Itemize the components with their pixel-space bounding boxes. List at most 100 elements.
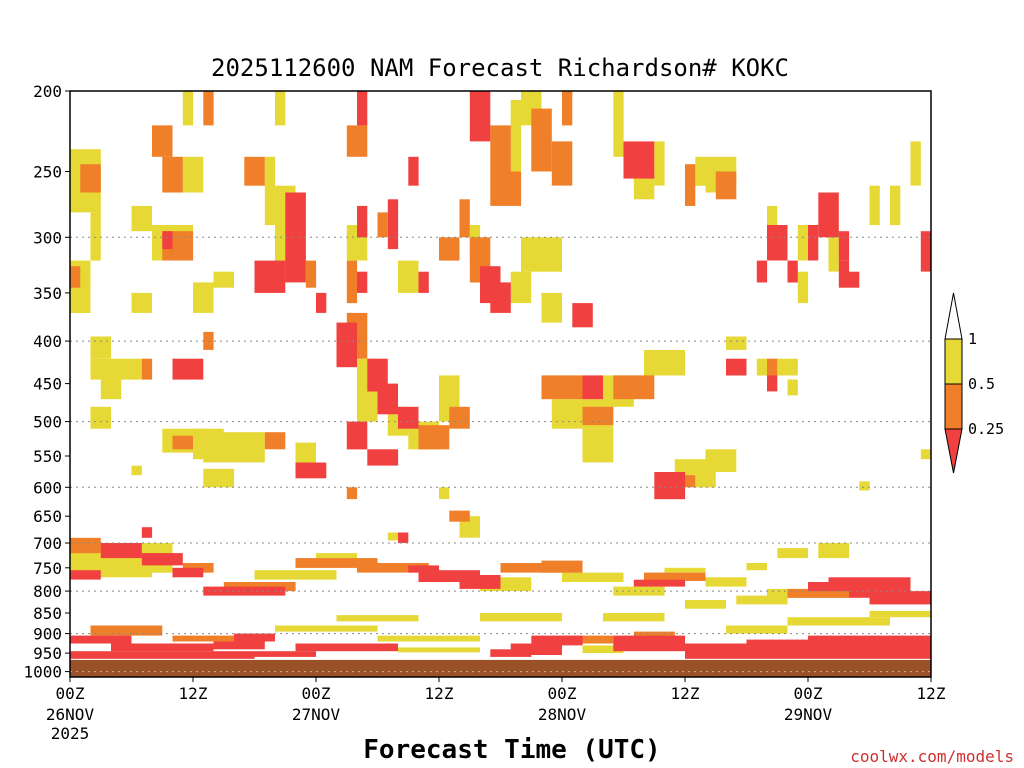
heatmap-cell	[367, 358, 388, 392]
heatmap-cell	[141, 358, 153, 380]
heatmap-cell	[685, 164, 696, 206]
heatmap-cell	[449, 510, 470, 522]
heatmap-cell	[70, 635, 132, 644]
y-tick-label: 750	[33, 559, 62, 578]
heatmap-cell	[828, 577, 911, 589]
heatmap-cell	[551, 141, 573, 186]
y-tick-label: 700	[33, 534, 62, 553]
heatmap-cell	[213, 641, 265, 650]
heatmap-cell	[244, 156, 265, 186]
ground-area	[70, 659, 931, 677]
heatmap-cell	[162, 231, 173, 250]
heatmap-cell	[715, 171, 737, 200]
heatmap-cell	[838, 231, 850, 261]
heatmap-cell	[418, 425, 450, 450]
heatmap-cell	[203, 468, 235, 488]
y-tick-label: 950	[33, 644, 62, 663]
heatmap-cell	[70, 266, 81, 288]
heatmap-cell	[562, 91, 573, 126]
ground-layer	[70, 659, 931, 677]
heatmap-cell	[705, 577, 747, 587]
x-tick-date: 29NOV	[784, 705, 833, 724]
heatmap-cell	[295, 558, 378, 568]
heatmap-cell	[726, 625, 788, 634]
heatmap-cell	[469, 91, 491, 142]
heatmap-cell	[418, 570, 480, 582]
heatmap-cell	[910, 141, 921, 186]
heatmap-cell	[726, 336, 747, 350]
x-tick-label: 12Z	[425, 684, 454, 703]
heatmap-cell	[541, 560, 583, 573]
heatmap-cell	[223, 582, 296, 592]
heatmap-cell	[70, 651, 255, 659]
heatmap-cell	[295, 462, 327, 479]
heatmap-cell	[808, 635, 931, 642]
heatmap-cell	[377, 212, 388, 238]
heatmap-cell	[695, 156, 706, 186]
heatmap-cell	[500, 563, 562, 573]
heatmap-cell	[203, 432, 265, 463]
heatmap-cell	[541, 292, 562, 323]
colorbar-label-0-5: 0.5	[968, 375, 995, 393]
heatmap-cell	[70, 570, 101, 580]
heatmap-cell	[439, 487, 450, 500]
heatmap-cell	[818, 543, 850, 559]
heatmap-cell	[654, 141, 665, 186]
heatmap-cell	[131, 205, 152, 232]
heatmap-cell	[162, 156, 183, 193]
heatmap-cell	[869, 610, 931, 618]
heatmap-cell	[254, 260, 286, 293]
heatmap-cell	[736, 595, 788, 605]
heatmap-cell	[141, 527, 153, 538]
y-tick-label: 800	[33, 582, 62, 601]
heatmap-cell	[531, 108, 552, 172]
heatmap-cell	[398, 647, 480, 653]
y-tick-label: 1000	[23, 663, 62, 682]
heatmap-cell	[767, 205, 778, 238]
heatmap-cell	[838, 260, 850, 288]
heatmap-cell	[726, 156, 737, 186]
heatmap-cell	[531, 635, 583, 646]
heatmap-cell	[285, 192, 306, 283]
heatmap-cell	[172, 567, 204, 578]
y-axis-ticks: 200 250 300 350 400 450 500 550 600 650 700 750 800 8…	[23, 82, 70, 682]
heatmap-cell	[172, 635, 255, 642]
y-tick-label: 350	[33, 284, 62, 303]
x-tick-label: 12Z	[179, 684, 208, 703]
heatmap-cell	[582, 375, 603, 400]
y-tick-label: 200	[33, 82, 62, 101]
heatmap-cell	[582, 428, 614, 463]
heatmap-cell	[777, 358, 798, 376]
heatmap-cell	[336, 322, 357, 368]
heatmap-cell	[664, 567, 706, 573]
heatmap-cell	[418, 271, 429, 293]
heatmap-cell	[100, 543, 142, 559]
heatmap-cell	[787, 617, 890, 626]
colorbar-segment-0-5-to-1	[944, 338, 963, 385]
heatmap-cell	[459, 575, 501, 589]
heatmap-cell	[562, 635, 614, 644]
heatmap-cell	[152, 125, 173, 157]
heatmap-cell	[193, 282, 214, 313]
heatmap-cell	[141, 553, 183, 566]
heatmap-cell	[213, 271, 234, 288]
y-tick-label: 650	[33, 507, 62, 526]
heatmap-cell	[859, 481, 870, 491]
heatmap-cell	[613, 91, 624, 157]
heatmap-cell	[100, 570, 153, 578]
heatmap-cell	[613, 586, 665, 596]
heatmap-cell	[100, 375, 122, 400]
y-tick-label: 250	[33, 163, 62, 182]
y-tick-label: 400	[33, 332, 62, 351]
heatmap-cell	[439, 237, 460, 261]
heatmap-cell	[767, 375, 778, 392]
heatmap-cell	[367, 449, 399, 466]
heatmap-cells	[70, 91, 932, 659]
heatmap-cell	[264, 432, 286, 450]
heatmap-cell	[459, 199, 470, 238]
heatmap-cell	[787, 379, 798, 396]
heatmap-cell	[316, 292, 327, 313]
heatmap-cell	[582, 406, 614, 426]
colorbar: 1 0.5 0.25	[944, 292, 1004, 474]
